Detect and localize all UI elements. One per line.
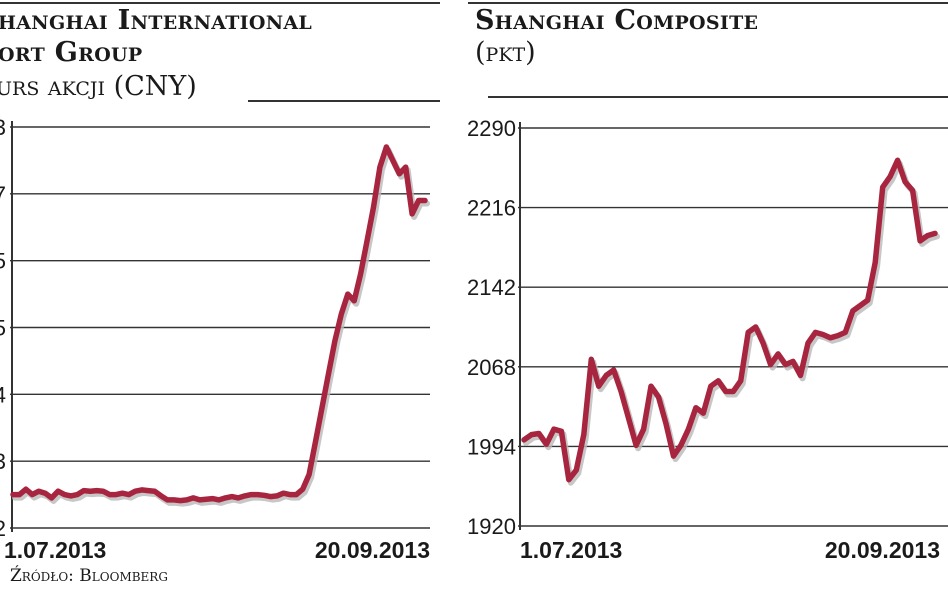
y-tick-label: 5 [0,316,6,341]
y-tick-label: 7 [0,182,6,207]
chart-title-line-2: ort Group [0,37,143,68]
chart-subtitle: urs akcji (CNY) [0,71,197,102]
series-line [10,144,428,504]
chart-panel-right: Shanghai Composite (pkt) [468,0,948,593]
subtitle-rule [488,96,948,98]
y-tick-label: 3 [0,449,6,474]
y-tick-label: 4 [0,382,6,407]
source-note: Źródło: Bloomberg [10,566,168,586]
top-rule [0,2,440,4]
y-tick-label: 5 [0,249,6,274]
chart-title: Shanghai Composite [475,5,759,36]
x-start-label: 1.07.2013 [4,537,106,563]
line-chart-stock: 3 7 5 5 4 3 21.07.2013 20.09.2013 [0,115,430,563]
chart-title-line-1: hanghai International [0,5,313,36]
y-tick-label: 3 [0,115,6,140]
subtitle-rule [248,100,440,102]
chart-panel-left: hanghai International ort Group urs akcj… [0,0,442,593]
chart-subtitle: (pkt) [475,37,536,68]
y-tick-label: 2 [0,516,6,541]
x-end-label: 20.09.2013 [315,537,430,563]
top-rule [468,2,948,4]
